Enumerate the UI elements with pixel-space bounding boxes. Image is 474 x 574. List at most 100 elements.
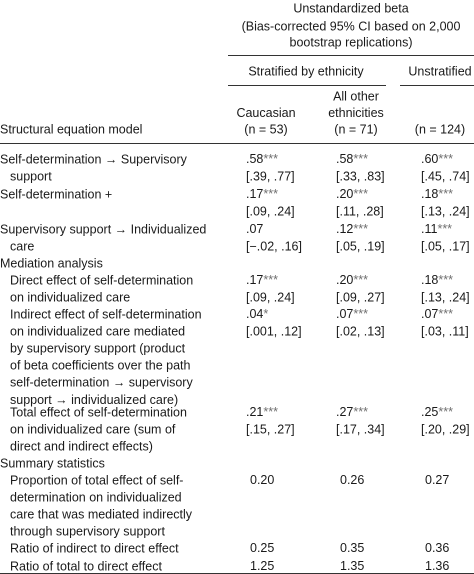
column-header: Caucasian: [236, 106, 295, 120]
estimate: .07: [421, 307, 438, 321]
estimate: 0.25: [250, 541, 274, 555]
row-label: Indirect effect of self-determination: [10, 307, 202, 321]
estimate: .18: [421, 187, 438, 201]
cell-ci: [.05, .19]: [336, 239, 385, 253]
row-label: Supervisory support → Individualized: [0, 222, 206, 236]
significance: ***: [263, 152, 278, 166]
significance: ***: [438, 273, 453, 287]
cell-ci: [.09, .24]: [246, 204, 295, 218]
cell-estimate: .21***: [246, 405, 278, 419]
cell-ci: [.02, .13]: [336, 324, 385, 338]
cell-estimate: 0.35: [340, 541, 364, 555]
group-header: Unstratified: [408, 64, 471, 78]
estimate: .17: [246, 273, 263, 287]
row-label: Total effect of self-determination: [10, 405, 187, 419]
row-label: by supervisory support (product: [10, 341, 186, 355]
significance: ***: [353, 307, 368, 321]
cell-ci: [.20, .29]: [421, 422, 470, 436]
cell-estimate: .20***: [336, 273, 368, 287]
estimate: 0.35: [340, 541, 364, 555]
cell-estimate: 1.36: [425, 559, 449, 573]
row-label: on individualized care: [10, 290, 130, 304]
cell-ci: [−.02, .16]: [246, 239, 302, 253]
estimate: .04: [246, 307, 263, 321]
cell-ci: [.03, .11]: [421, 324, 469, 338]
cell-ci: [.09, .24]: [246, 290, 295, 304]
section-heading: Mediation analysis: [0, 256, 103, 270]
column-n: (n = 53): [244, 122, 287, 136]
significance: ***: [353, 222, 368, 236]
significance: ***: [437, 222, 452, 236]
significance: ***: [263, 187, 278, 201]
estimate: .20: [336, 273, 353, 287]
estimate: .58: [336, 152, 353, 166]
row-label: of beta coefficients over the path: [10, 359, 190, 373]
cell-estimate: .07***: [421, 307, 453, 321]
cell-ci: [.001, .12]: [246, 324, 302, 338]
estimate: .27: [336, 405, 353, 419]
cell-estimate: .12***: [336, 222, 368, 236]
estimate: .12: [336, 222, 353, 236]
estimate: 0.20: [250, 473, 274, 487]
estimate: 1.25: [250, 559, 274, 573]
estimate: 1.36: [425, 559, 449, 573]
cell-estimate: 1.25: [250, 559, 274, 573]
row-label: on individualized care mediated: [10, 324, 185, 338]
column-n: (n = 124): [415, 122, 465, 136]
group-header: Stratified by ethnicity: [248, 64, 364, 78]
row-label: Ratio of total to direct effect: [10, 559, 162, 573]
cell-estimate: .17***: [246, 187, 278, 201]
cell-ci: [.39, .77]: [246, 169, 295, 183]
significance: ***: [353, 273, 368, 287]
cell-estimate: .60***: [421, 152, 453, 166]
cell-estimate: .04*: [246, 307, 268, 321]
cell-estimate: .58***: [246, 152, 278, 166]
significance: ***: [438, 152, 453, 166]
estimate: .18: [421, 273, 438, 287]
estimate: .07: [336, 307, 353, 321]
row-label: Self-determination +: [0, 187, 112, 201]
column-header: ethnicities: [328, 106, 384, 120]
cell-estimate: .20***: [336, 187, 368, 201]
cell-ci: [.11, .28]: [336, 204, 384, 218]
significance: ***: [263, 405, 278, 419]
estimate: .17: [246, 187, 263, 201]
cell-estimate: 0.36: [425, 541, 449, 555]
cell-estimate: .58***: [336, 152, 368, 166]
row-header: Structural equation model: [0, 122, 142, 136]
row-label: Ratio of indirect to direct effect: [10, 541, 179, 555]
row-label: direct and indirect effects): [10, 439, 153, 453]
estimate: .07: [246, 222, 263, 236]
row-label: support → individualized care): [10, 393, 178, 407]
cell-estimate: .11***: [421, 222, 452, 236]
row-label: Direct effect of self-determination: [10, 273, 193, 287]
significance: ***: [438, 307, 453, 321]
row-label: care that was mediated indirectly: [10, 507, 193, 521]
estimate: 0.26: [340, 473, 364, 487]
estimate: .58: [246, 152, 263, 166]
cell-ci: [.09, .27]: [336, 290, 385, 304]
significance: ***: [438, 405, 453, 419]
section-heading: Summary statistics: [0, 456, 105, 470]
cell-ci: [.13, .24]: [421, 204, 470, 218]
significance: ***: [353, 152, 368, 166]
row-label: on individualized care (sum of: [10, 422, 176, 436]
estimate: 1.35: [340, 559, 364, 573]
significance: ***: [438, 187, 453, 201]
row-label: Self-determination → Supervisory: [0, 152, 188, 166]
significance: ***: [353, 405, 368, 419]
estimate: .60: [421, 152, 438, 166]
row-label: Proportion of total effect of self-: [10, 473, 183, 487]
cell-ci: [.45, .74]: [421, 169, 470, 183]
cell-estimate: 0.25: [250, 541, 274, 555]
column-header: All other: [333, 89, 379, 103]
estimate: .25: [421, 405, 438, 419]
significance: ***: [353, 187, 368, 201]
significance: ***: [263, 273, 278, 287]
cell-estimate: 0.26: [340, 473, 364, 487]
header-title: Unstandardized beta: [293, 1, 408, 15]
cell-ci: [.17, .34]: [336, 422, 385, 436]
cell-estimate: .17***: [246, 273, 278, 287]
estimate: .20: [336, 187, 353, 201]
